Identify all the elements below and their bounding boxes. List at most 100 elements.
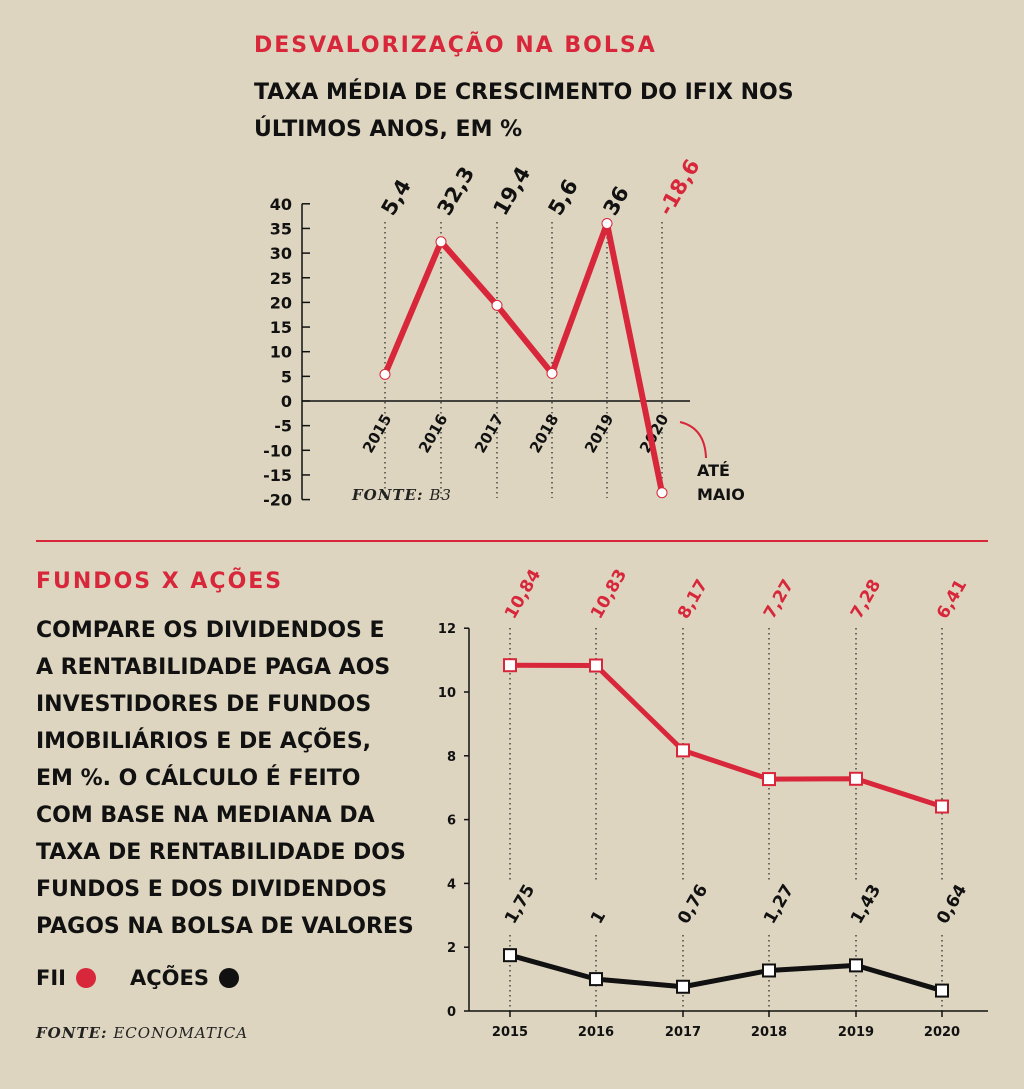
data-marker xyxy=(676,979,690,994)
description-line: COMPARE OS DIVIDENDOS E xyxy=(36,618,385,643)
x-tick-label: 2015 xyxy=(492,1025,528,1040)
data-label: 10,83 xyxy=(587,566,631,623)
y-tick-label: 12 xyxy=(438,622,456,637)
description-line: IMOBILIÁRIOS E DE AÇÕES, xyxy=(36,729,372,754)
headline-line-2: ÚLTIMOS ANOS, EM % xyxy=(254,117,523,142)
x-tick-label: 2019 xyxy=(838,1025,874,1040)
y-tick-label: 8 xyxy=(447,750,456,765)
data-marker xyxy=(589,972,603,987)
data-label: 6,41 xyxy=(933,576,971,622)
section2-kicker: FUNDOS X AÇÕES xyxy=(36,569,284,594)
x-tick-label: 2018 xyxy=(526,411,562,456)
x-tick-label: 2016 xyxy=(415,411,451,456)
y-tick-label: 20 xyxy=(270,293,292,312)
section1-headline: TAXA MÉDIA DE CRESCIMENTO DO IFIX NOS ÚL… xyxy=(254,74,794,148)
legend-dot-fii xyxy=(75,968,96,988)
headline-line-1: TAXA MÉDIA DE CRESCIMENTO DO IFIX NOS xyxy=(254,80,794,105)
data-label: 5,4 xyxy=(377,175,416,219)
data-label: 10,84 xyxy=(501,566,545,623)
x-tick-label: 2017 xyxy=(471,411,507,456)
description-line: COM BASE NA MEDIANA DA xyxy=(36,803,375,828)
data-marker xyxy=(935,983,949,998)
source-key: FONTE: xyxy=(36,1024,108,1042)
y-tick-label: 10 xyxy=(270,343,292,362)
data-label: 0,76 xyxy=(674,881,712,927)
data-point xyxy=(491,299,503,311)
data-marker xyxy=(849,958,863,973)
x-tick-label: 2017 xyxy=(665,1025,701,1040)
data-label: 32,3 xyxy=(433,163,480,220)
legend-item-acoes: AÇÕES xyxy=(130,966,239,990)
data-point xyxy=(546,367,558,379)
data-marker xyxy=(849,771,863,786)
data-label: -18,6 xyxy=(654,155,705,219)
y-tick-label: 25 xyxy=(270,269,292,288)
data-marker xyxy=(676,743,690,758)
series-line-ifix xyxy=(382,220,665,496)
note-line-2: MAIO xyxy=(697,485,745,504)
note-callout-line xyxy=(679,421,707,459)
section2-description: COMPARE OS DIVIDENDOS E A RENTABILIDADE P… xyxy=(36,612,414,945)
data-label: 36 xyxy=(599,182,634,219)
x-tick-label: 2019 xyxy=(581,411,617,456)
y-tick-label: 30 xyxy=(270,244,292,263)
data-label: 1,43 xyxy=(847,881,885,927)
data-marker xyxy=(503,948,517,963)
y-tick-label: -20 xyxy=(263,491,292,510)
data-label: 1,75 xyxy=(501,881,539,927)
series-line-fii xyxy=(509,662,943,809)
data-label: 1 xyxy=(587,907,610,927)
legend-dot-acoes xyxy=(218,968,239,988)
data-label: 7,27 xyxy=(760,576,798,622)
data-marker xyxy=(762,772,776,787)
legend-label-acoes: AÇÕES xyxy=(129,966,209,990)
y-tick-label: 40 xyxy=(270,195,292,214)
description-line: A RENTABILIDADE PAGA AOS xyxy=(36,655,391,680)
section1-kicker: DESVALORIZAÇÃO NA BOLSA xyxy=(254,33,657,58)
source-key: FONTE: xyxy=(352,486,424,504)
y-tick-label: 0 xyxy=(281,392,292,411)
section1-source: FONTE: B3 xyxy=(352,486,452,504)
y-tick-label: 10 xyxy=(438,686,456,701)
description-line: TAXA DE RENTABILIDADE DOS xyxy=(36,840,406,865)
data-point xyxy=(656,487,668,499)
data-label: 1,27 xyxy=(760,881,798,927)
x-tick-label: 2020 xyxy=(924,1025,960,1040)
description-line: INVESTIDORES DE FUNDOS xyxy=(36,692,372,717)
data-label: 7,28 xyxy=(847,576,885,622)
data-marker xyxy=(762,963,776,978)
y-tick-label: 35 xyxy=(270,219,292,238)
legend-label-fii: FII xyxy=(36,966,66,990)
y-tick-label: 15 xyxy=(270,318,292,337)
x-tick-label: 2015 xyxy=(359,411,395,456)
y-tick-label: 5 xyxy=(281,367,292,386)
x-tick-label: 2018 xyxy=(751,1025,787,1040)
data-marker xyxy=(503,658,517,673)
description-line: FUNDOS E DOS DIVIDENDOS xyxy=(36,877,388,902)
data-point xyxy=(435,236,447,248)
section2-source: FONTE: ECONOMATICA xyxy=(36,1024,248,1042)
source-value: ECONOMATICA xyxy=(113,1024,249,1042)
description-line: PAGOS NA BOLSA DE VALORES xyxy=(36,914,414,939)
data-point xyxy=(601,218,613,230)
y-tick-label: 2 xyxy=(447,941,456,956)
source-value: B3 xyxy=(429,486,452,504)
y-tick-label: -15 xyxy=(263,466,292,485)
x-tick-label: 2016 xyxy=(578,1025,614,1040)
data-label: 19,4 xyxy=(489,163,536,220)
y-tick-label: 0 xyxy=(447,1005,456,1020)
data-label: 0,64 xyxy=(933,881,971,927)
data-marker xyxy=(589,658,603,673)
data-label: 5,6 xyxy=(544,175,583,219)
y-tick-label: -5 xyxy=(274,417,292,436)
y-tick-label: 6 xyxy=(447,814,456,829)
note-line-1: ATÉ xyxy=(697,461,730,480)
y-tick-label: 4 xyxy=(447,877,456,892)
y-tick-label: -10 xyxy=(263,441,292,460)
series-line-acoes xyxy=(509,952,943,993)
legend-item-fii: FII xyxy=(36,966,96,990)
legend: FII AÇÕES xyxy=(36,966,239,990)
data-marker xyxy=(935,799,949,814)
